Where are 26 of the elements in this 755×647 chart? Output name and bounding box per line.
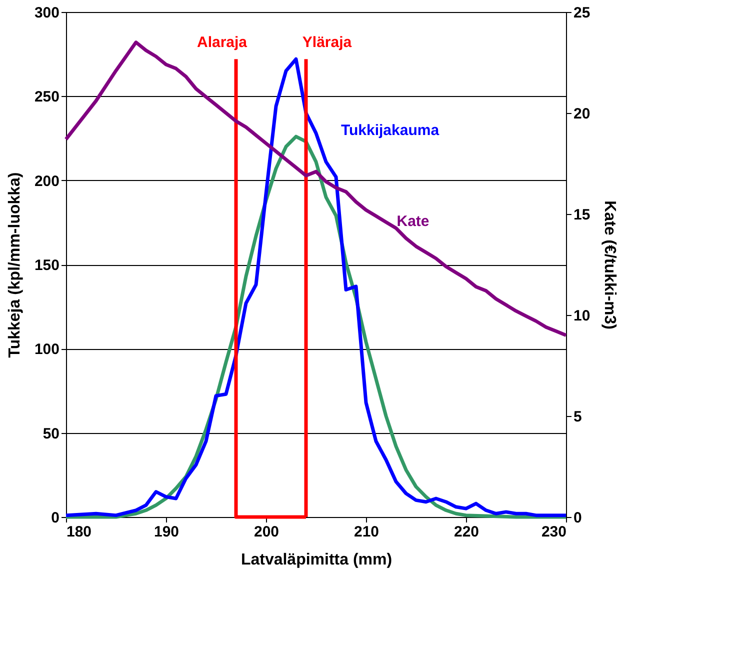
x-tick-label: 220 <box>454 524 480 540</box>
x-tick-label: 190 <box>154 524 180 540</box>
y2-tick-label: 0 <box>574 510 582 526</box>
y-tick-label: 150 <box>34 257 60 274</box>
x-tick-label: 180 <box>66 524 92 540</box>
series-label: Alaraja <box>196 34 248 52</box>
y-tick-label: 200 <box>34 172 60 190</box>
x-tick-label: 210 <box>354 524 380 540</box>
y-axis-title: Tukkeja (kpl/mm-luokka) <box>6 172 24 358</box>
x-axis-title: Latvaläpimitta (mm) <box>240 552 392 568</box>
x-tick-label: 200 <box>254 524 280 540</box>
y2-tick-label: 10 <box>574 308 590 324</box>
y-tick-label: 50 <box>42 425 60 442</box>
y2-tick-label: 15 <box>574 206 590 224</box>
y2-tick-label: 20 <box>574 106 590 122</box>
y-tick-label: 250 <box>34 88 60 106</box>
y-tick-label: 0 <box>51 510 60 526</box>
series-label: Kate <box>396 213 430 230</box>
series-label: Yläraja <box>302 34 352 52</box>
y-tick-label: 300 <box>34 4 60 22</box>
y2-axis-title: Kate (€/tukki-m3) <box>601 200 618 330</box>
y2-tick-label: 5 <box>574 408 582 426</box>
y-tick-label: 100 <box>34 341 60 358</box>
y2-tick-label: 25 <box>574 4 590 22</box>
series-label: Tukkijakauma <box>340 122 440 140</box>
x-tick-label: 230 <box>541 524 566 540</box>
